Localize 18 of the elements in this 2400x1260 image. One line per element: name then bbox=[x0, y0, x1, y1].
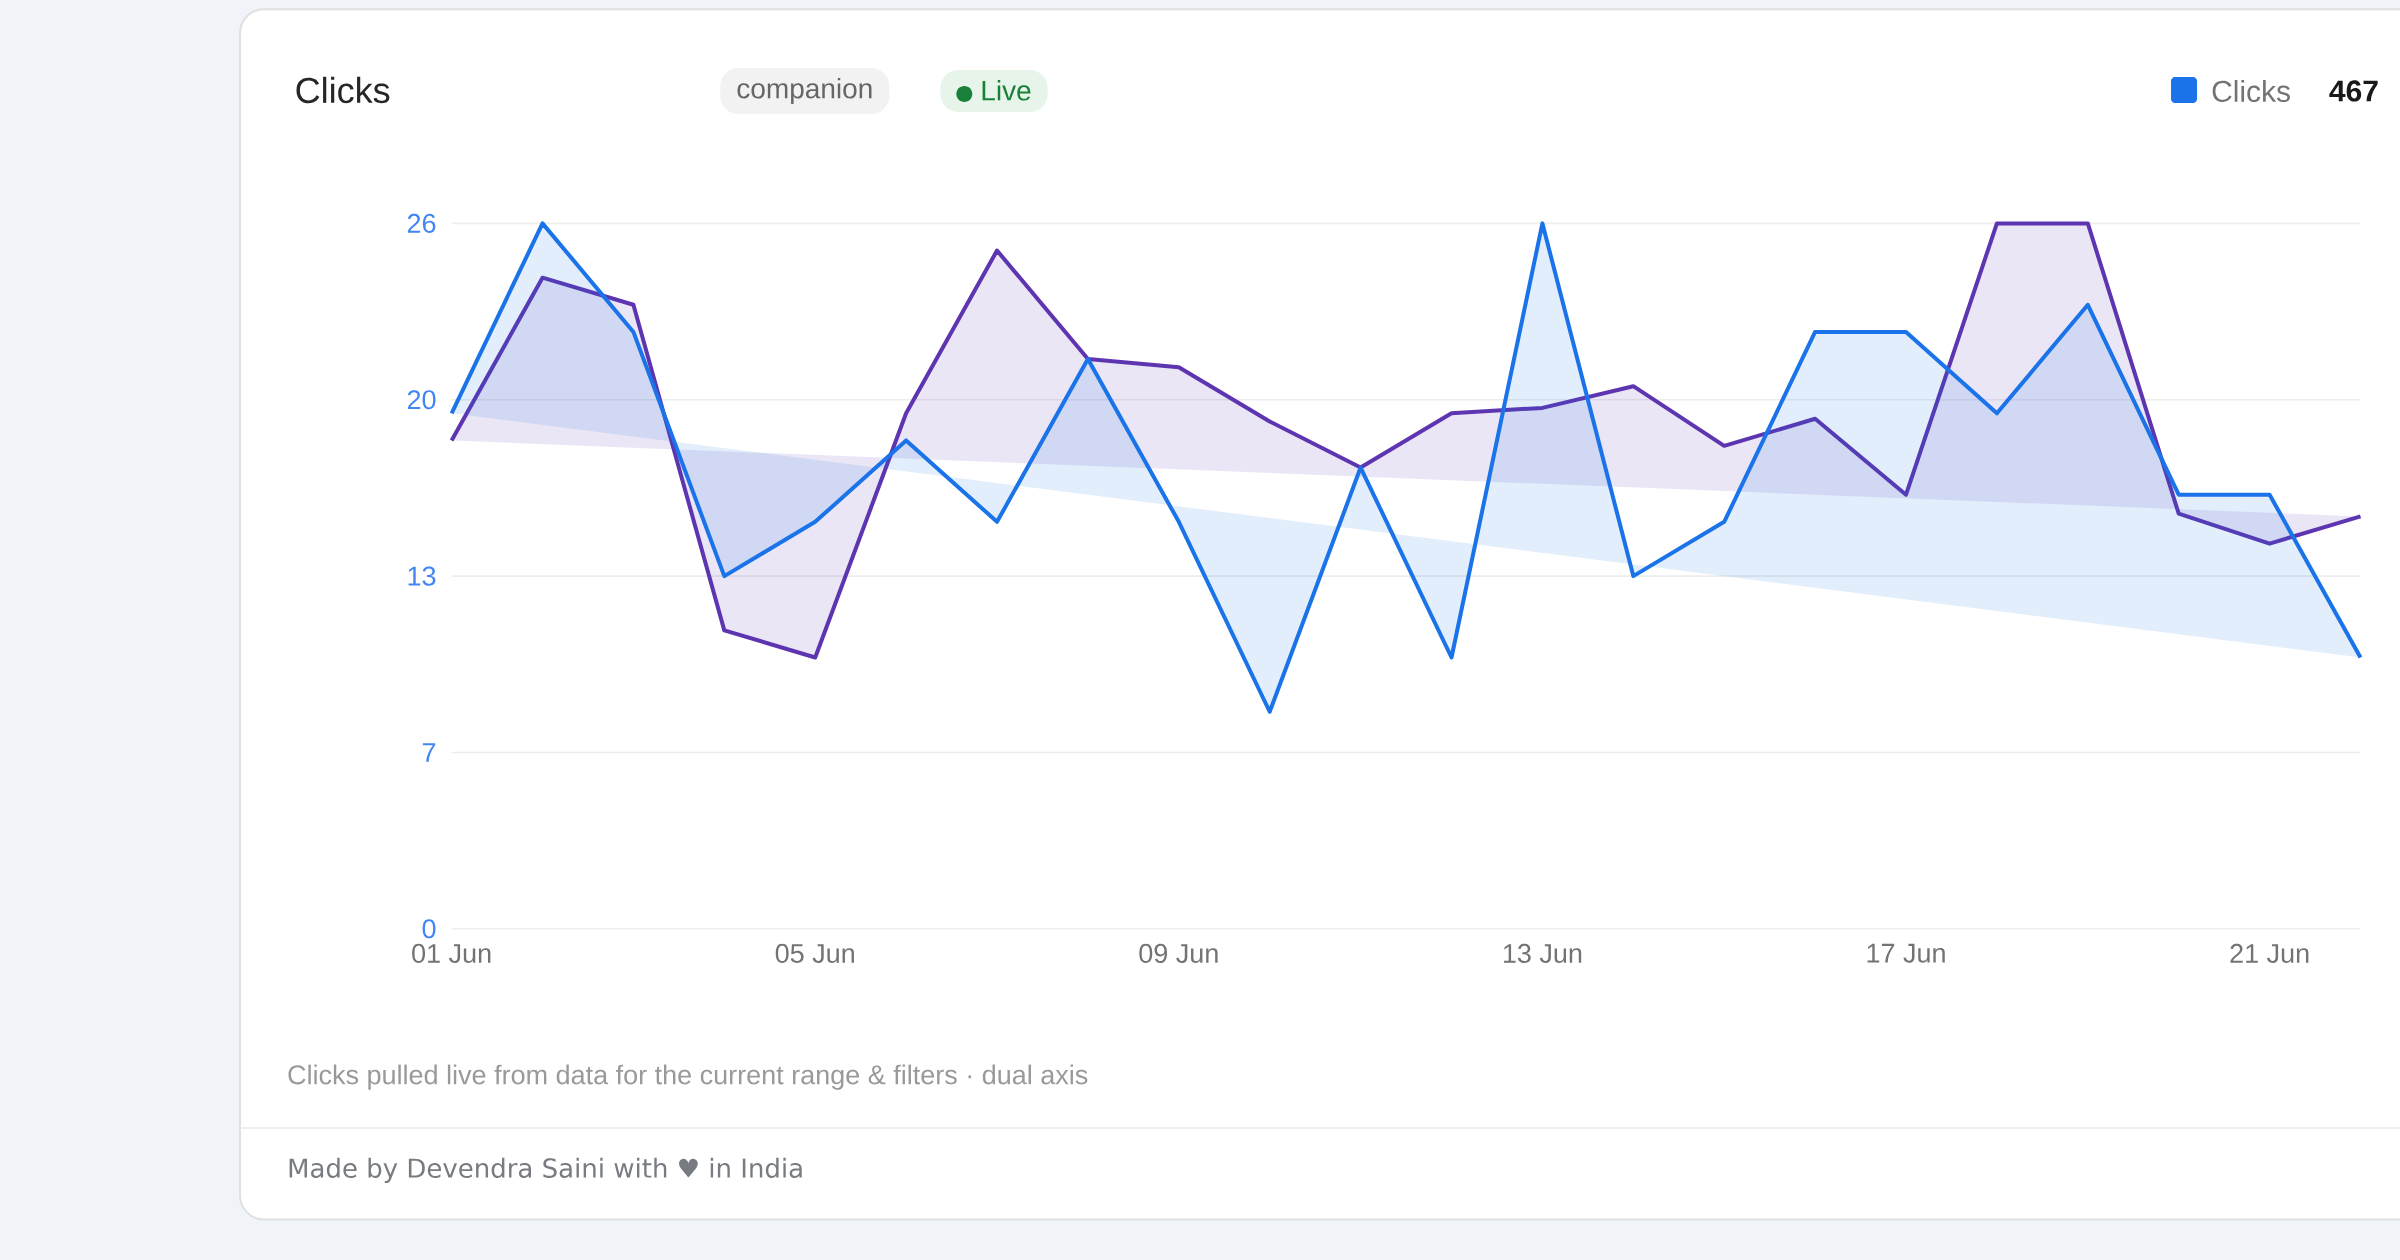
x-tick-label: 21 Jun bbox=[2230, 943, 2309, 963]
text: 467 bbox=[2329, 80, 2378, 102]
y-tick-label: 0 bbox=[422, 919, 436, 939]
y-tick-label: 26 bbox=[407, 213, 436, 233]
text: Live bbox=[982, 80, 1031, 101]
x-tick-label: 05 Jun bbox=[775, 943, 854, 963]
y-tick-label: 13 bbox=[408, 566, 436, 586]
chart-title: Clicks bbox=[296, 76, 390, 104]
x-tick-label: 13 Jun bbox=[1503, 943, 1582, 963]
y-tick-label: 7 bbox=[422, 743, 436, 762]
y-tick-label: 20 bbox=[407, 390, 436, 410]
x-tick-label: 09 Jun bbox=[1139, 943, 1218, 963]
x-tick-label: 17 Jun bbox=[1867, 943, 1945, 963]
text: Clicks pulled live from data for the current range & filters · dual axis bbox=[288, 1064, 1088, 1090]
legend-label: Clicks bbox=[2212, 79, 2290, 102]
text: companion bbox=[737, 77, 872, 105]
x-tick-label: 01 Jun bbox=[412, 943, 491, 963]
text: Made by Devendra Saini with ♥ in India bbox=[289, 1157, 802, 1183]
